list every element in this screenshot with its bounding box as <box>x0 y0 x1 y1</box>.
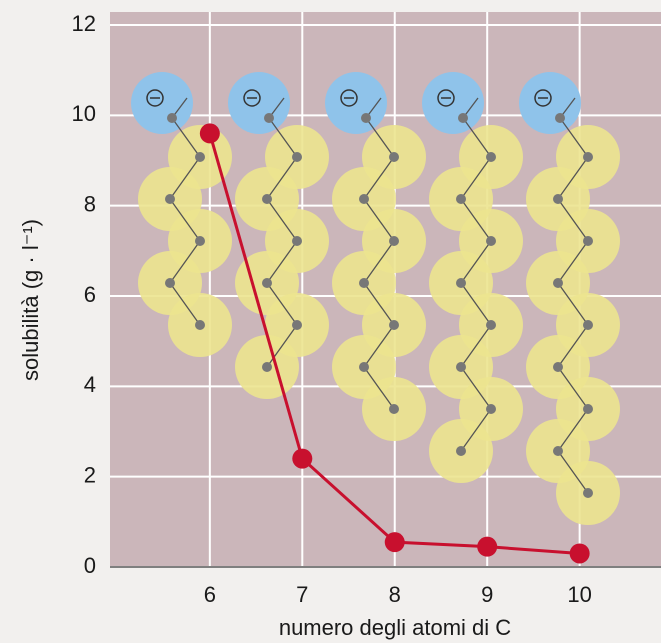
carbon <box>583 320 593 330</box>
carbon <box>264 113 274 123</box>
carbon <box>458 113 468 123</box>
carbon <box>359 194 369 204</box>
carbon <box>292 320 302 330</box>
carbon <box>389 320 399 330</box>
y-tick-label: 8 <box>84 191 96 216</box>
carbon <box>555 113 565 123</box>
carbon <box>486 236 496 246</box>
carbon <box>553 278 563 288</box>
carbon <box>553 362 563 372</box>
y-tick-label: 2 <box>84 462 96 487</box>
carbon-chain <box>557 117 589 494</box>
carbon <box>195 152 205 162</box>
carbon <box>165 194 175 204</box>
y-tick-label: 4 <box>84 372 96 397</box>
carbon <box>486 320 496 330</box>
carbon-chain <box>169 117 201 326</box>
y-tick-label: 12 <box>72 11 96 36</box>
carbon <box>359 278 369 288</box>
x-axis-label: numero degli atomi di C <box>279 615 511 640</box>
minus-sign <box>437 89 455 107</box>
minus-sign <box>534 89 552 107</box>
carbon <box>486 152 496 162</box>
y-tick-label: 0 <box>84 553 96 578</box>
series <box>199 123 590 564</box>
data-point <box>292 448 313 469</box>
carbon <box>389 404 399 414</box>
data-point <box>199 123 220 144</box>
y-tick-label: 6 <box>84 282 96 307</box>
minus-sign <box>340 89 358 107</box>
carbon-chain <box>363 117 395 410</box>
carbon <box>292 152 302 162</box>
data-point <box>569 543 590 564</box>
carbon <box>262 194 272 204</box>
carbon <box>167 113 177 123</box>
x-tick-label: 6 <box>204 582 216 607</box>
carbon <box>195 236 205 246</box>
carbon <box>262 362 272 372</box>
carbon <box>389 236 399 246</box>
carbon <box>583 236 593 246</box>
carbon <box>195 320 205 330</box>
carbon <box>486 404 496 414</box>
minus-sign <box>146 89 164 107</box>
carbon <box>583 404 593 414</box>
carbon <box>583 152 593 162</box>
carbon <box>359 362 369 372</box>
molecules <box>131 72 620 525</box>
data-point <box>477 536 498 557</box>
carbon <box>553 194 563 204</box>
y-tick-label: 10 <box>72 101 96 126</box>
carbon <box>292 236 302 246</box>
carbon <box>262 278 272 288</box>
carbon <box>553 446 563 456</box>
y-axis-label: solubilità (g · l⁻¹) <box>18 219 43 381</box>
carbon <box>456 446 466 456</box>
x-tick-label: 10 <box>567 582 591 607</box>
x-tick-label: 8 <box>389 582 401 607</box>
carbon <box>456 194 466 204</box>
carbon <box>456 362 466 372</box>
carbon <box>389 152 399 162</box>
carbon <box>583 488 593 498</box>
data-point <box>384 532 405 553</box>
carbon <box>165 278 175 288</box>
x-tick-label: 7 <box>296 582 308 607</box>
carbon <box>456 278 466 288</box>
minus-sign <box>243 89 261 107</box>
carbon <box>361 113 371 123</box>
x-tick-label: 9 <box>481 582 493 607</box>
